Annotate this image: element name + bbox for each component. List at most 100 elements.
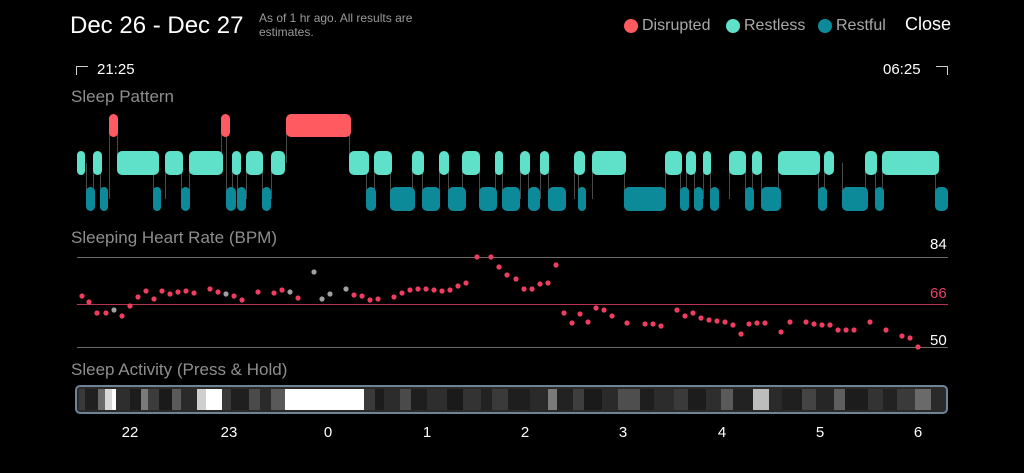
- activity-segment: [883, 389, 897, 410]
- restless-segment: [374, 151, 392, 175]
- activity-segment: [206, 389, 222, 410]
- activity-segment: [84, 389, 99, 410]
- heart-rate-point: [730, 322, 736, 328]
- hr-max-line: [77, 257, 948, 258]
- restless-segment: [665, 151, 682, 175]
- end-time: 06:25: [883, 61, 921, 78]
- heart-rate-point: [883, 327, 889, 333]
- heart-rate-point: [521, 286, 527, 292]
- restful-segment: [86, 187, 95, 211]
- hr-max-value: 84: [930, 236, 947, 253]
- restless-segment: [729, 151, 746, 175]
- heart-rate-point: [423, 286, 429, 292]
- activity-segment: [867, 389, 884, 410]
- restless-segment: [77, 151, 85, 175]
- sleep-activity-bar[interactable]: [75, 385, 948, 414]
- activity-segment: [530, 389, 549, 410]
- heart-rate-point: [191, 290, 197, 296]
- activity-segment: [399, 389, 411, 410]
- activity-segment: [584, 389, 603, 410]
- heart-rate-point: [513, 276, 519, 282]
- heart-rate-point: [439, 288, 445, 294]
- heart-rate-point: [103, 310, 109, 316]
- heart-rate-point: [835, 327, 841, 333]
- activity-segment: [79, 389, 85, 410]
- heart-rate-point: [311, 269, 317, 275]
- heart-rate-point: [488, 254, 494, 260]
- heart-rate-point: [86, 299, 92, 305]
- heart-rate-point: [94, 310, 100, 316]
- heart-rate-point: [455, 283, 461, 289]
- heart-rate-point: [504, 272, 510, 278]
- restful-segment: [528, 187, 540, 211]
- heart-rate-point: [561, 310, 567, 316]
- restless-segment: [865, 151, 877, 175]
- heart-rate-point: [827, 322, 833, 328]
- heart-rate-point: [151, 296, 157, 302]
- restless-segment: [520, 151, 530, 175]
- disrupted-dot-icon: [624, 19, 638, 33]
- heart-rate-point: [223, 291, 229, 297]
- heart-rate-point: [279, 287, 285, 293]
- activity-segment: [653, 389, 675, 410]
- heart-rate-point: [79, 293, 85, 299]
- restless-segment: [189, 151, 223, 175]
- legend-disrupted-label: Disrupted: [642, 17, 711, 34]
- heart-rate-point: [545, 280, 551, 286]
- x-tick-6: 6: [913, 424, 923, 441]
- restful-segment: [745, 187, 754, 211]
- restful-segment: [818, 187, 827, 211]
- legend-disrupted: Disrupted: [624, 15, 710, 37]
- hr-min-value: 50: [930, 332, 947, 349]
- heart-rate-point: [698, 315, 704, 321]
- heart-rate-point: [843, 327, 849, 333]
- heart-rate-point: [537, 281, 543, 287]
- hr-min-line: [77, 347, 948, 348]
- activity-segment: [172, 389, 182, 410]
- heart-rate-point: [351, 292, 357, 298]
- heart-rate-point: [658, 323, 664, 329]
- restless-segment: [246, 151, 263, 175]
- restless-segment: [540, 151, 549, 175]
- heart-rate-point: [167, 291, 173, 297]
- restless-segment: [271, 151, 285, 175]
- restless-segment: [882, 151, 939, 175]
- disrupted-segment: [286, 114, 351, 137]
- restful-segment: [237, 187, 246, 211]
- heart-rate-point: [295, 295, 301, 301]
- close-button[interactable]: Close: [905, 14, 952, 34]
- heart-rate-point: [907, 335, 913, 341]
- activity-segment: [248, 389, 261, 410]
- heart-rate-point: [287, 289, 293, 295]
- restless-segment: [462, 151, 480, 175]
- x-tick-2: 2: [520, 424, 530, 441]
- x-tick-3: 3: [618, 424, 628, 441]
- start-bracket-icon: [76, 66, 88, 75]
- activity-segment: [721, 389, 733, 410]
- heart-rate-point: [135, 294, 141, 300]
- restless-segment: [592, 151, 626, 175]
- heart-rate-point: [529, 286, 535, 292]
- restless-segment: [165, 151, 183, 175]
- restful-segment: [548, 187, 566, 211]
- restful-segment: [842, 187, 868, 211]
- activity-segment: [480, 389, 492, 410]
- activity-segment: [491, 389, 508, 410]
- activity-segment: [617, 389, 641, 410]
- activity-segment: [602, 389, 618, 410]
- sleep-pattern-chart[interactable]: [0, 0, 1024, 230]
- heart-rate-point: [787, 319, 793, 325]
- activity-segment: [732, 389, 753, 410]
- activity-segment: [383, 389, 400, 410]
- heart-rate-point: [159, 288, 165, 294]
- end-bracket-icon: [936, 66, 948, 75]
- heart-rate-chart: [79, 254, 921, 350]
- heart-rate-point: [642, 321, 648, 327]
- restful-segment: [390, 187, 415, 211]
- heart-rate-point: [175, 289, 181, 295]
- heart-rate-point: [391, 294, 397, 300]
- activity-segment: [896, 389, 915, 410]
- activity-segment: [572, 389, 585, 410]
- activity-segment: [802, 389, 816, 410]
- heart-rate-point: [127, 303, 133, 309]
